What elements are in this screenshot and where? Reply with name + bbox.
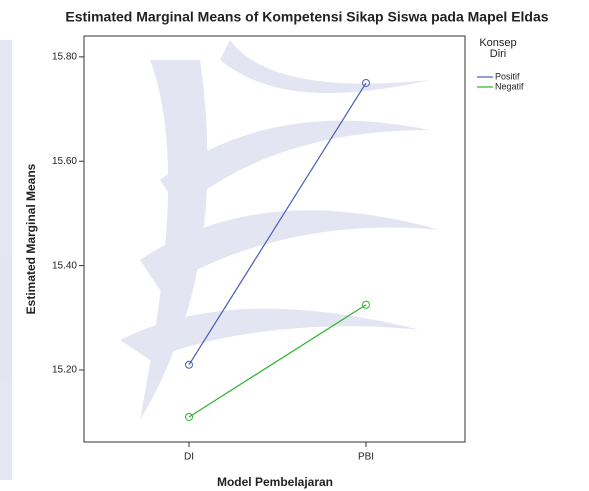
y-tick-label: 15.60 bbox=[52, 156, 77, 167]
legend-label: Positif bbox=[495, 71, 520, 81]
point-marker bbox=[185, 412, 193, 421]
legend-title: Konsep Diri bbox=[479, 37, 517, 60]
x-tick-label: DI bbox=[184, 452, 194, 463]
plot-frame bbox=[83, 35, 466, 443]
y-tick-label: 15.80 bbox=[52, 52, 77, 63]
watermark bbox=[0, 40, 440, 480]
y-axis-label: Estimated Marginal Means bbox=[24, 163, 38, 314]
series-line bbox=[188, 304, 367, 418]
y-tick-label: 15.40 bbox=[52, 260, 77, 271]
x-tick-label: PBI bbox=[358, 452, 374, 463]
point-marker bbox=[185, 360, 193, 369]
x-axis-label: Model Pembelajaran bbox=[217, 475, 333, 489]
y-tick-label: 15.20 bbox=[52, 365, 77, 376]
legend-label: Negatif bbox=[495, 81, 524, 91]
point-marker bbox=[362, 78, 370, 87]
point-marker bbox=[362, 300, 370, 309]
series-line bbox=[188, 82, 367, 366]
chart-title: Estimated Marginal Means of Kompetensi S… bbox=[65, 9, 548, 25]
